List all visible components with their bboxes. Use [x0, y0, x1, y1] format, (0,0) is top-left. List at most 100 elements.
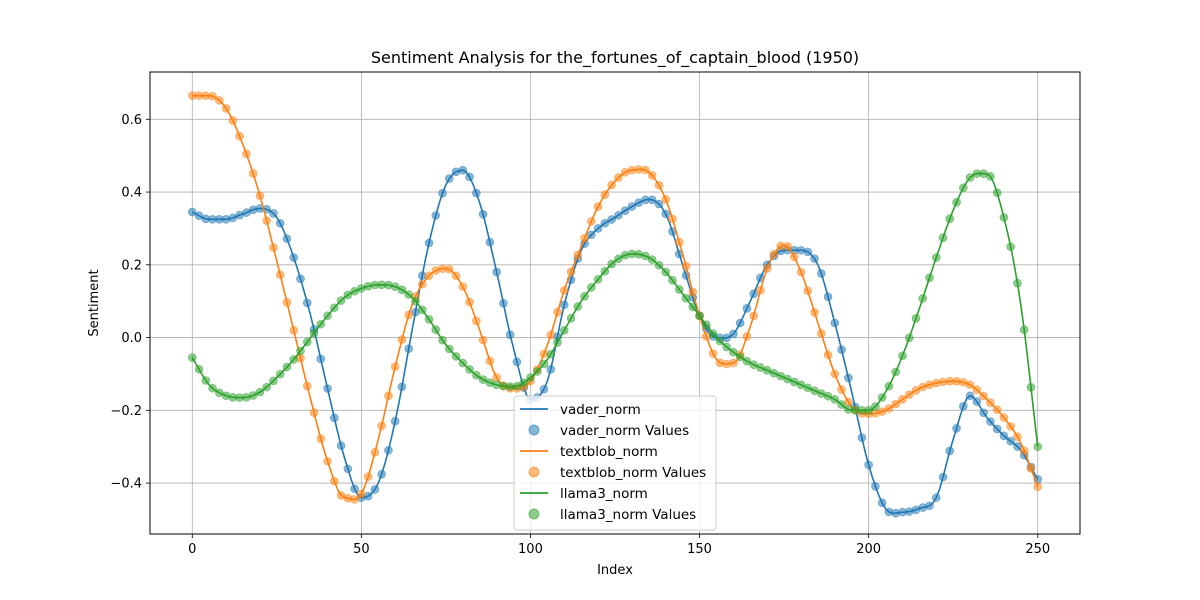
llama3_norm-point — [695, 311, 704, 321]
textblob_norm-point — [363, 472, 373, 482]
llama3_norm-point — [275, 369, 285, 379]
llama3_norm-point — [580, 291, 589, 301]
llama3_norm-point — [661, 267, 671, 277]
vader_norm-point — [986, 417, 995, 426]
llama3_norm-point — [1033, 442, 1043, 451]
textblob_norm-point — [248, 169, 258, 178]
llama3_norm-point — [992, 188, 1002, 198]
textblob_norm-point — [708, 349, 718, 358]
textblob_norm-point — [384, 391, 393, 401]
llama3_norm-point — [573, 302, 583, 311]
llama3_norm-point — [607, 259, 616, 269]
textblob_norm-point — [478, 335, 488, 345]
textblob_norm-point — [390, 362, 400, 371]
textblob_norm-point — [688, 287, 698, 297]
vader_norm-point — [424, 238, 434, 248]
llama3_norm-point — [269, 376, 278, 386]
llama3_norm-point — [417, 305, 427, 315]
llama3_norm-point — [465, 365, 474, 374]
vader_norm-point — [959, 401, 968, 411]
textblob_norm-point — [228, 116, 238, 125]
textblob_norm-point — [485, 356, 495, 366]
vader_norm-point — [465, 172, 474, 182]
vader_norm-point — [742, 304, 752, 313]
vader_norm-point — [992, 424, 1002, 434]
llama3_norm-point — [735, 352, 745, 362]
textblob_norm-point — [674, 237, 684, 247]
y-axis-label: Sentiment — [87, 269, 102, 336]
llama3_norm-point — [1006, 242, 1015, 251]
llama3_norm-point — [343, 290, 353, 300]
llama3_norm-point — [559, 325, 569, 335]
legend: vader_norm vader_norm Values textblob_norm… — [513, 395, 717, 531]
llama3_norm-point — [830, 395, 840, 404]
textblob_norm-point — [377, 421, 386, 431]
llama3_norm-point — [877, 393, 887, 402]
series-textblob_norm — [187, 91, 1043, 504]
llama3_norm-point — [999, 213, 1009, 222]
vader_norm-point — [837, 345, 846, 354]
vader_norm-point — [816, 269, 826, 278]
vader_norm-point — [972, 397, 982, 406]
llama3_norm-point — [952, 197, 961, 207]
textblob_norm-point — [762, 264, 772, 273]
textblob_norm-point — [330, 476, 339, 486]
textblob_norm-point — [587, 217, 596, 226]
textblob_norm-point — [972, 385, 982, 395]
llama3_norm-point — [431, 325, 441, 334]
textblob_norm-point — [255, 191, 265, 200]
legend-box — [513, 395, 717, 531]
textblob_norm-point — [681, 261, 691, 271]
textblob_norm-point — [979, 391, 988, 401]
textblob_norm-point — [242, 149, 251, 159]
vader_norm-point — [187, 207, 197, 217]
textblob_norm-point — [472, 316, 481, 326]
llama3_norm-point — [688, 302, 698, 312]
vader_norm-point — [627, 202, 637, 211]
llama3_norm-point — [532, 367, 542, 376]
llama3_norm-point — [1026, 383, 1036, 392]
vader_norm-point — [654, 199, 664, 209]
axis-ticks: 0 50 100 150 200 250 −0.4 −0.2 0.0 0.2 0.4 0.6 — [110, 113, 1050, 557]
llama3_norm-point — [654, 260, 664, 270]
textblob_norm-point — [641, 165, 650, 175]
llama3_norm-point — [647, 255, 657, 264]
vader_norm-point — [999, 431, 1009, 441]
textblob_norm-point — [316, 434, 326, 443]
llama3_norm-point — [187, 353, 197, 362]
vader_norm-point — [945, 446, 955, 456]
llama3_norm-point — [918, 294, 928, 303]
textblob_norm-point — [458, 282, 468, 291]
x-tick-label: 100 — [518, 542, 543, 557]
llama3_norm-point — [316, 319, 326, 329]
llama3_norm-point — [255, 387, 265, 397]
llama3_norm-point — [681, 293, 691, 303]
textblob_norm-point — [823, 350, 833, 360]
vader_norm-point — [431, 211, 441, 220]
textblob_norm-point — [810, 308, 819, 317]
x-tick-label: 50 — [353, 542, 370, 557]
vader_norm-point — [343, 464, 353, 474]
llama3_norm-point — [986, 172, 995, 181]
y-tick-label: 0.0 — [121, 331, 142, 346]
llama3_norm-point — [722, 342, 731, 352]
textblob_norm-point — [661, 195, 671, 204]
textblob_norm-point — [654, 180, 664, 190]
llama3_norm-point — [925, 273, 934, 283]
textblob_norm-point — [756, 285, 765, 295]
llama3_norm-point — [566, 313, 576, 323]
llama3_norm-point — [945, 214, 955, 224]
legend-entry-line: llama3_norm — [560, 486, 648, 502]
vader_norm-point — [350, 484, 359, 494]
llama3_norm-point — [938, 233, 948, 242]
legend-entry-line: vader_norm — [560, 402, 641, 418]
llama3_norm-point — [553, 338, 562, 347]
textblob_norm-point — [783, 242, 792, 251]
textblob_norm-point — [275, 270, 285, 280]
llama3_norm-point — [891, 367, 900, 377]
textblob_norm-point — [553, 307, 562, 317]
textblob_norm-point — [600, 190, 610, 199]
llama3_norm-point — [519, 378, 528, 388]
vader_norm-point — [952, 424, 961, 433]
llama3_norm-point — [444, 344, 454, 354]
